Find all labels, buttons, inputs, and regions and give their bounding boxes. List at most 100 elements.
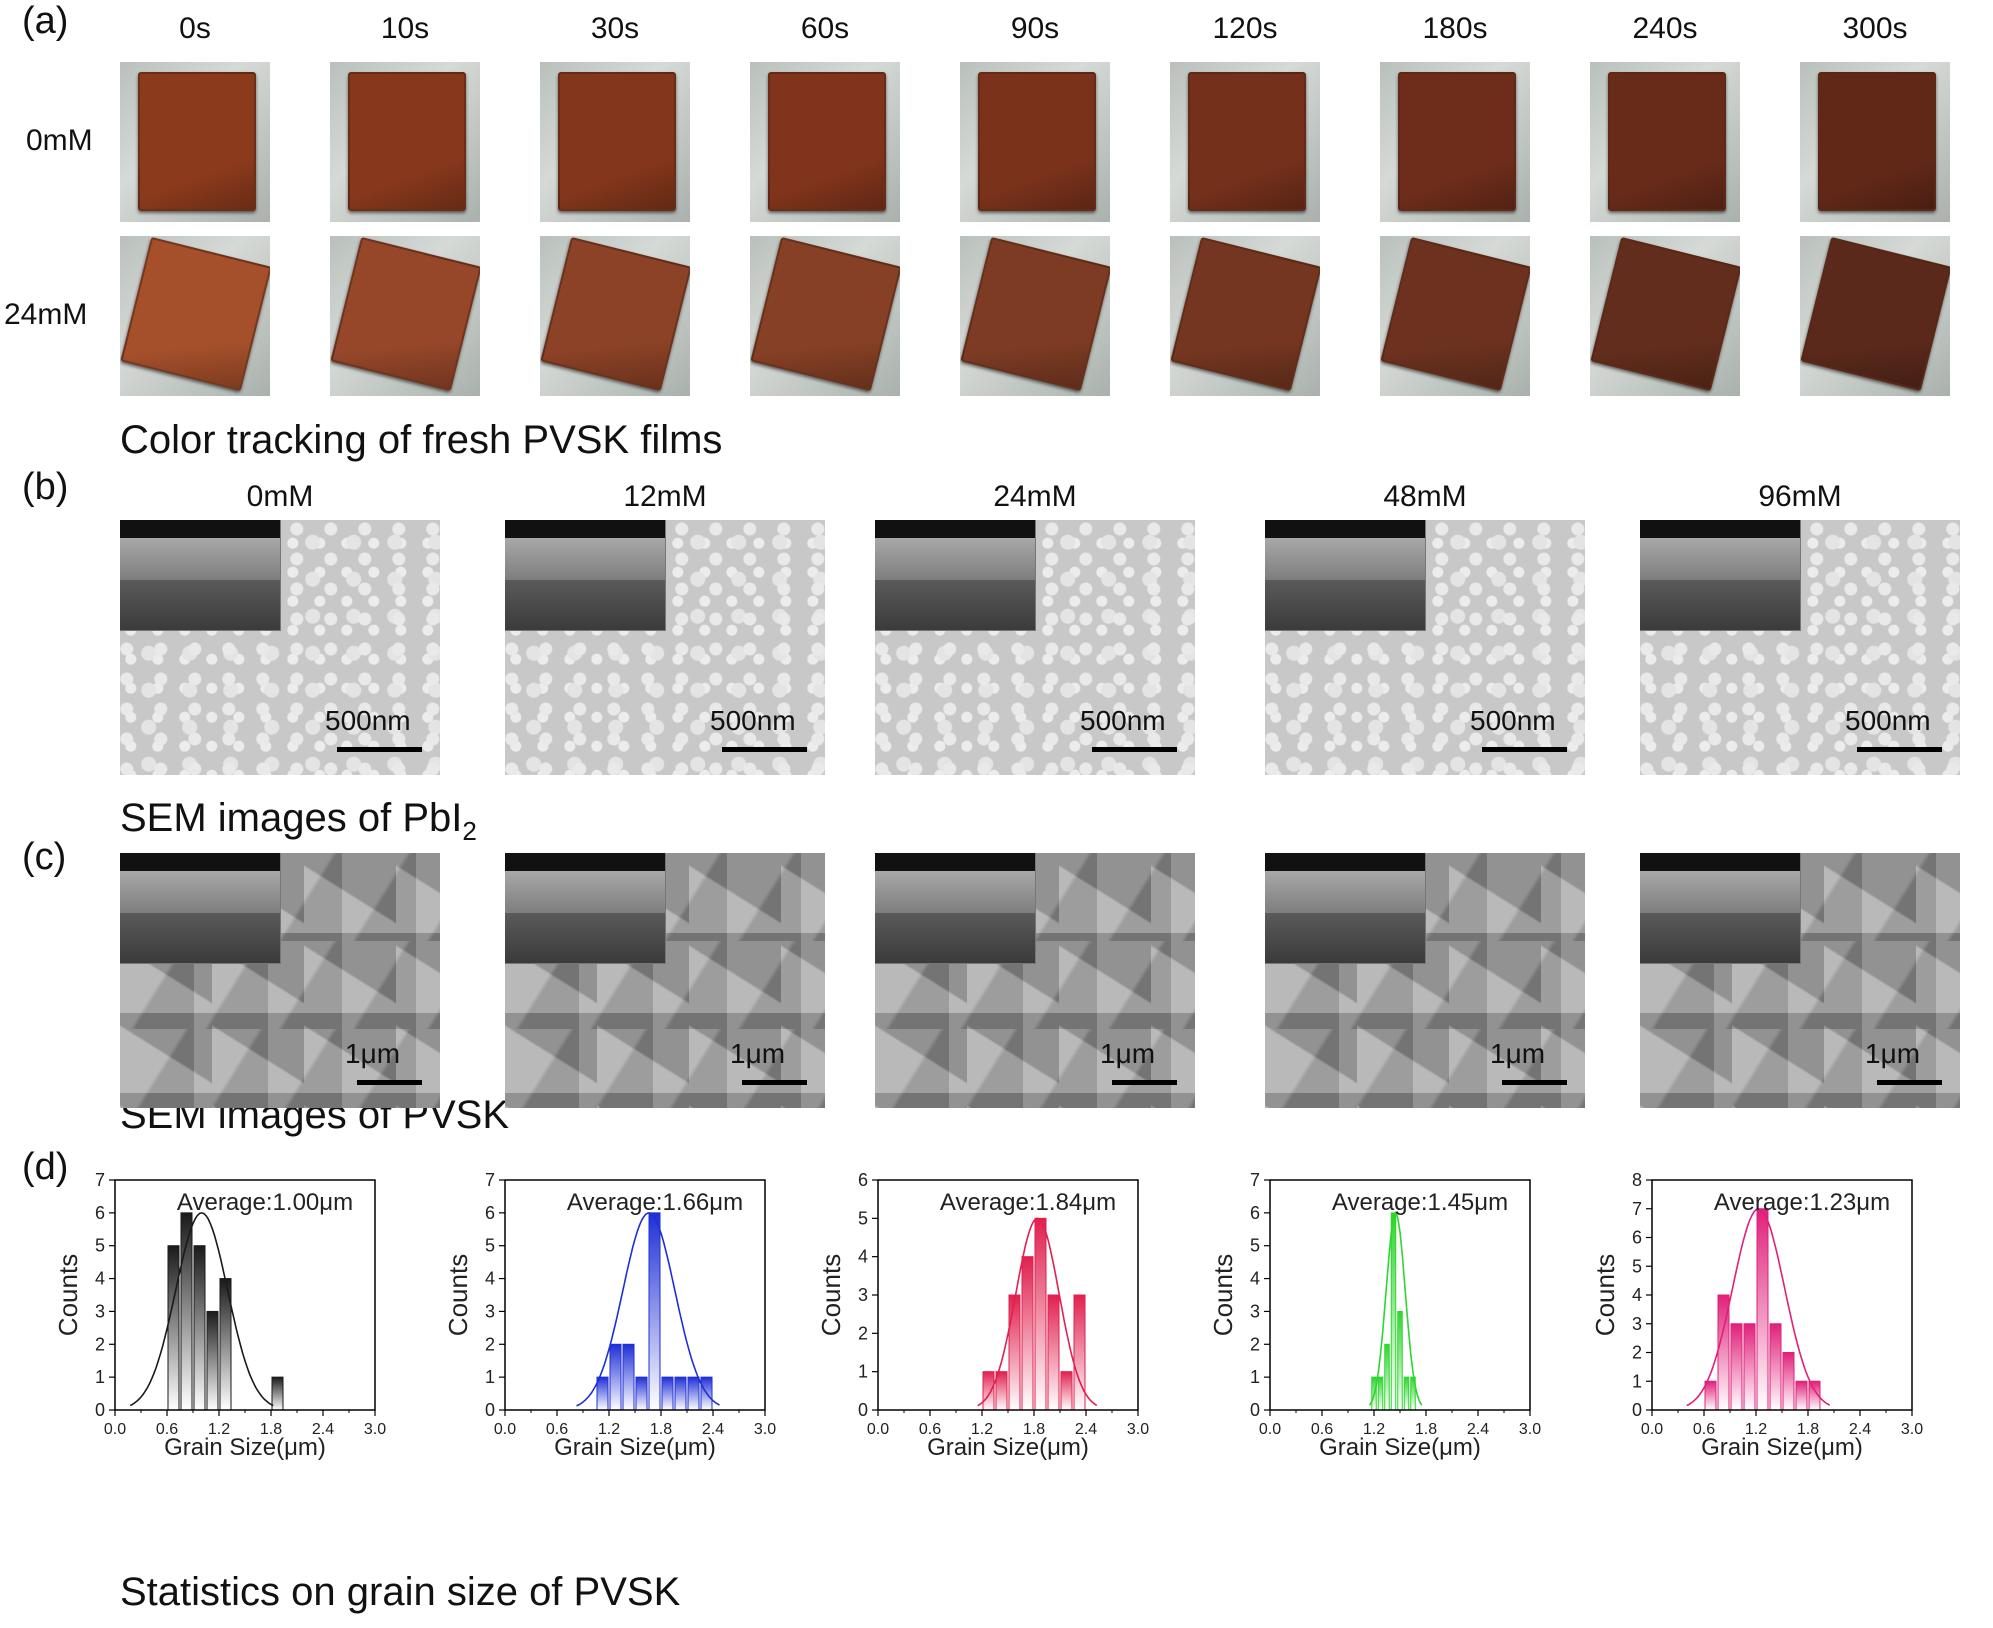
scale-bar-label: 500nm — [1080, 705, 1166, 736]
cross-section-inset — [120, 520, 281, 631]
x-tick-label: 2.4 — [312, 1421, 334, 1438]
film-photo — [960, 62, 1110, 222]
y-axis-label: Counts — [816, 1254, 846, 1336]
cross-section-inset — [1265, 520, 1426, 631]
perovskite-film — [558, 72, 676, 211]
scale-bar — [742, 1080, 807, 1085]
x-axis-label: Grain Size(μm) — [1701, 1434, 1863, 1461]
y-tick-label: 4 — [1632, 1285, 1642, 1305]
perovskite-film — [1170, 236, 1320, 392]
scale-bar-label: 500nm — [325, 705, 411, 736]
histogram-bar — [1021, 1256, 1034, 1411]
histogram-bar — [1034, 1217, 1047, 1411]
perovskite-film — [348, 72, 466, 211]
y-tick-label: 1 — [485, 1367, 495, 1387]
gaussian-fit-curve — [129, 1212, 274, 1407]
y-tick-label: 6 — [1250, 1203, 1260, 1223]
histogram-bar — [1730, 1323, 1743, 1411]
histogram-bar — [1047, 1294, 1060, 1411]
x-tick-label: 3.0 — [754, 1421, 776, 1438]
x-tick-label: 0.6 — [156, 1421, 178, 1438]
y-tick-label: 0 — [1632, 1400, 1642, 1420]
y-tick-label: 8 — [1632, 1170, 1642, 1190]
y-tick-label: 0 — [1250, 1400, 1260, 1420]
perovskite-film — [1398, 72, 1516, 211]
histogram-bar — [193, 1245, 206, 1411]
x-tick-label: 0.6 — [919, 1421, 941, 1438]
y-tick-label: 0 — [485, 1400, 495, 1420]
x-tick-label: 0.0 — [1641, 1421, 1663, 1438]
y-tick-label: 5 — [485, 1236, 495, 1256]
perovskite-film — [1380, 236, 1530, 392]
scale-bar — [337, 747, 422, 752]
scale-bar — [1092, 747, 1177, 752]
x-tick-label: 0.6 — [1693, 1421, 1715, 1438]
histogram-bar — [995, 1371, 1008, 1411]
y-tick-label: 5 — [95, 1236, 105, 1256]
perovskite-film — [960, 236, 1110, 392]
y-axis-label: Counts — [443, 1254, 473, 1336]
perovskite-film — [330, 236, 480, 392]
y-axis-label: Counts — [1590, 1254, 1620, 1336]
x-tick-label: 1.8 — [260, 1421, 282, 1438]
histogram-bar — [596, 1376, 609, 1411]
y-tick-label: 1 — [858, 1362, 868, 1382]
time-label: 90s — [1010, 12, 1060, 45]
y-tick-label: 4 — [858, 1247, 868, 1267]
perovskite-film — [1188, 72, 1306, 211]
sem-concentration-label: 48mM — [1383, 480, 1467, 513]
average-grain-size-title: Average:1.45μm — [1332, 1189, 1508, 1216]
histogram-bar — [648, 1212, 661, 1411]
x-axis-label: Grain Size(μm) — [554, 1434, 716, 1461]
panel-d-histograms: 0.0 0.6 1.2 1.8 2.4 3.0 0 1 2 3 4 5 6 7 Average:1.00μm… — [53, 1170, 1923, 1461]
x-tick-label: 0.6 — [546, 1421, 568, 1438]
sem-image: 1μm — [120, 853, 440, 1108]
x-tick-label: 3.0 — [1901, 1421, 1923, 1438]
x-tick-label: 3.0 — [1127, 1421, 1149, 1438]
histogram-bar — [1743, 1323, 1756, 1411]
sem-image: 500nm — [875, 520, 1195, 775]
x-tick-label: 0.0 — [104, 1421, 126, 1438]
y-tick-label: 5 — [1250, 1236, 1260, 1256]
film-photo — [330, 236, 480, 396]
x-tick-label: 0.0 — [494, 1421, 516, 1438]
histogram-bar — [982, 1371, 995, 1411]
y-tick-label: 6 — [485, 1203, 495, 1223]
y-tick-label: 2 — [485, 1334, 495, 1354]
cross-section-inset — [875, 520, 1036, 631]
time-label: 240s — [1632, 12, 1698, 45]
x-tick-label: 2.4 — [1849, 1421, 1871, 1438]
histogram-bar — [1782, 1352, 1795, 1411]
perovskite-film — [1800, 236, 1950, 392]
histogram-bar — [622, 1343, 635, 1411]
time-label: 60s — [800, 12, 850, 45]
film-photo — [1170, 236, 1320, 396]
x-tick-label: 2.4 — [1075, 1421, 1097, 1438]
y-tick-label: 3 — [1250, 1301, 1260, 1321]
x-axis-label: Grain Size(μm) — [164, 1434, 326, 1461]
histogram-bar — [206, 1310, 219, 1411]
histogram-bar — [1008, 1294, 1021, 1411]
scale-bar — [1482, 747, 1567, 752]
histogram-bar — [1390, 1212, 1397, 1411]
perovskite-film — [120, 236, 270, 392]
y-tick-label: 4 — [485, 1269, 495, 1289]
perovskite-film — [768, 72, 886, 211]
histogram-bar — [1403, 1376, 1410, 1411]
time-label: 120s — [1212, 12, 1278, 45]
gaussian-fit-curve — [977, 1217, 1098, 1407]
scale-bar-label: 500nm — [710, 705, 796, 736]
y-tick-label: 4 — [95, 1269, 105, 1289]
scale-bar-label: 1μm — [1100, 1038, 1156, 1069]
film-photo — [540, 62, 690, 222]
sem-image: 500nm — [1640, 520, 1960, 775]
histogram-bar — [1377, 1376, 1384, 1411]
cross-section-inset — [505, 520, 666, 631]
concentration-row-label: 0mM — [26, 124, 93, 157]
y-tick-label: 1 — [1632, 1371, 1642, 1391]
scale-bar-label: 1μm — [1865, 1038, 1921, 1069]
film-photo — [120, 62, 270, 222]
panel-c-label: (c) — [22, 836, 67, 878]
average-grain-size-title: Average:1.66μm — [567, 1189, 743, 1216]
histogram-bar — [1397, 1310, 1403, 1411]
